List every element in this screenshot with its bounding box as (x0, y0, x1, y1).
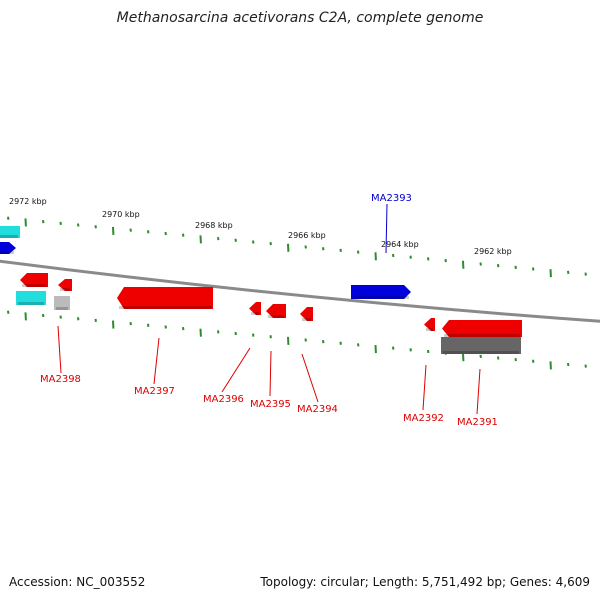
feature-cyan-bottom-body (16, 291, 46, 305)
feature-grey-large (441, 337, 521, 354)
leader-MA2396 (221, 347, 251, 393)
feature-grey-large-shade (443, 351, 519, 354)
leader-MA2392 (422, 364, 427, 411)
gene-MA2393-shade (353, 296, 409, 299)
gene-label-MA2392: MA2392 (403, 413, 444, 424)
feature-cyan-bottom (16, 291, 46, 305)
scale-labels: 2972 kbp 2970 kbp 2968 kbp 2966 kbp 2964 kbp… (9, 197, 512, 256)
gene-MA2392-shade (426, 328, 433, 331)
leader-MA2398 (57, 325, 62, 374)
gene-MA2391-body (442, 320, 522, 337)
gene-MA2392 (424, 318, 435, 331)
gene-MA2395-shade (268, 315, 284, 318)
gene-MA2397 (117, 287, 213, 309)
gene-MA2395 (266, 304, 286, 318)
genome-backbone (0, 259, 600, 323)
gene-MA2391-shade (444, 334, 520, 337)
gene-arrow-a-shade (22, 284, 46, 287)
feature-grey-small (54, 296, 70, 310)
feature-cyan-bottom-shade (18, 302, 44, 305)
gene-label-MA2391: MA2391 (457, 417, 498, 428)
gene-arrow-b-shade (60, 288, 70, 291)
features (0, 226, 522, 354)
gene-arrow-left-edge (0, 242, 16, 254)
gene-MA2394-body (300, 307, 313, 321)
leader-MA2393 (385, 203, 388, 254)
gene-labels: MA2393 MA2398 MA2397 MA2396 MA2395 MA2394 MA23… (40, 193, 498, 428)
topology-text: Topology: circular; Length: 5,751,492 bp… (260, 575, 590, 589)
scale-label: 2970 kbp (102, 210, 140, 219)
gene-arrow-left-edge-body (0, 242, 16, 254)
leader-MA2395 (269, 350, 272, 397)
gene-MA2395-body (266, 304, 286, 318)
gene-MA2396 (249, 302, 261, 315)
feature-cyan-top-shade (0, 235, 18, 238)
label-leaders (57, 203, 481, 415)
scale-label: 2972 kbp (9, 197, 47, 206)
gene-label-MA2394: MA2394 (297, 404, 338, 415)
gene-label-MA2395: MA2395 (250, 399, 291, 410)
feature-grey-small-shade (56, 307, 68, 310)
gene-arrow-a (20, 273, 48, 287)
scale-label: 2964 kbp (381, 240, 419, 249)
gene-label-MA2396: MA2396 (203, 394, 244, 405)
feature-cyan-top (0, 226, 20, 238)
feature-grey-large-body (441, 337, 521, 354)
gene-MA2394-shade (302, 318, 311, 321)
gene-MA2394 (300, 307, 313, 321)
feature-cyan-top-body (0, 226, 20, 238)
scale-label: 2968 kbp (195, 221, 233, 230)
gene-MA2393-body (351, 285, 411, 299)
gene-arrow-b-body (58, 279, 72, 291)
gene-label-MA2393: MA2393 (371, 193, 412, 204)
scale-label: 2962 kbp (474, 247, 512, 256)
gene-MA2397-body (117, 287, 213, 309)
leader-MA2397 (153, 337, 160, 385)
leader-MA2394 (301, 353, 319, 403)
scale-ticks-bottom (7, 310, 587, 370)
gene-label-MA2397: MA2397 (134, 386, 175, 397)
leader-MA2391 (476, 368, 481, 415)
scale-ticks-top (7, 216, 587, 278)
gene-MA2393 (351, 285, 411, 299)
gene-label-MA2398: MA2398 (40, 374, 81, 385)
genome-title: Methanosarcina acetivorans C2A, complete… (116, 10, 484, 26)
scale-label: 2966 kbp (288, 231, 326, 240)
gene-MA2396-shade (251, 312, 259, 315)
feature-grey-small-body (54, 296, 70, 310)
gene-MA2392-body (424, 318, 435, 331)
gene-MA2391 (442, 320, 522, 337)
gene-arrow-b (58, 279, 72, 291)
gene-arrow-left-edge-shade (0, 251, 14, 254)
gene-MA2397-shade (119, 306, 211, 309)
accession-text: Accession: NC_003552 (9, 575, 146, 589)
gene-arrow-a-body (20, 273, 48, 287)
gene-MA2396-body (249, 302, 261, 315)
